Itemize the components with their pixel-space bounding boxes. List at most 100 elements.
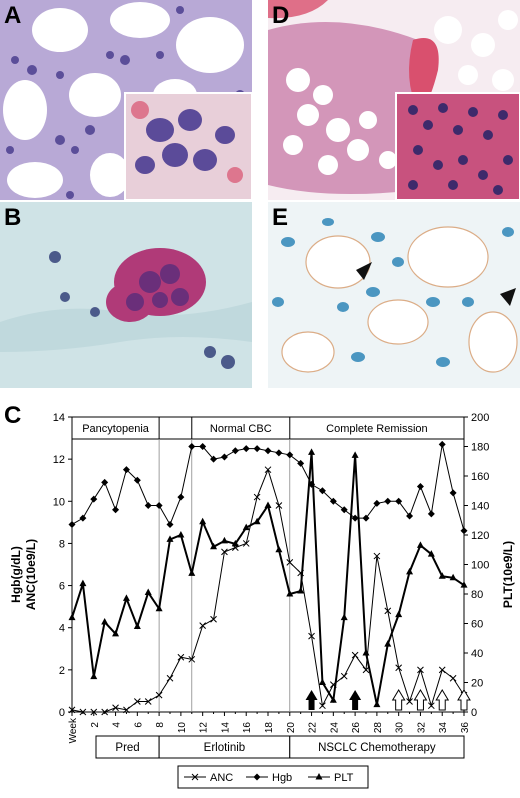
panel-a-image xyxy=(0,0,252,200)
left-axis-label-hgb: Hgb(g/dL) xyxy=(9,546,23,603)
plt-point xyxy=(264,501,272,508)
plt-point xyxy=(79,579,87,587)
anc-point xyxy=(406,698,413,705)
plt-point xyxy=(199,517,207,525)
treatment-course-chart: Pancytopenia Normal CBC Complete Remission… xyxy=(9,412,515,789)
top-phase-label: Pancytopenia xyxy=(82,423,150,435)
series-line-hgb xyxy=(71,444,465,531)
anc-point xyxy=(308,632,315,640)
plt-point xyxy=(155,604,163,612)
anc-point xyxy=(384,607,392,615)
anc-point xyxy=(242,540,250,547)
plt-point xyxy=(318,678,326,685)
hgb-point xyxy=(177,493,185,501)
left-tick-label: 2 xyxy=(59,665,65,677)
x-tick-label: 12 xyxy=(199,722,210,734)
anc-point xyxy=(275,502,283,509)
panel-d-image xyxy=(268,0,520,200)
hgb-point xyxy=(264,447,272,455)
plt-point xyxy=(449,573,457,581)
right-tick-label: 100 xyxy=(471,560,489,572)
panel-b-micrograph: B xyxy=(0,202,252,388)
solid-arrow-marker xyxy=(305,690,318,710)
hgb-point xyxy=(199,443,207,450)
hgb-point xyxy=(166,520,174,528)
open-arrow-marker xyxy=(413,689,428,711)
open-arrow-marker xyxy=(435,689,450,711)
right-tick-label: 120 xyxy=(471,530,489,542)
anc-point xyxy=(155,691,163,699)
plt-point xyxy=(210,542,218,550)
anc-point xyxy=(166,674,174,682)
hgb-point xyxy=(340,506,348,514)
anc-point xyxy=(188,655,196,663)
hgb-point xyxy=(406,512,414,520)
bottom-phase-label: Pred xyxy=(115,742,139,754)
right-tick-label: 60 xyxy=(471,619,483,631)
anc-point xyxy=(319,702,326,710)
hgb-point xyxy=(318,487,326,495)
anc-point xyxy=(362,666,370,674)
hgb-point xyxy=(275,449,283,457)
right-tick-label: 180 xyxy=(471,442,489,454)
plt-point xyxy=(362,649,370,656)
anc-point xyxy=(221,548,228,556)
top-phase-label: Normal CBC xyxy=(210,423,272,435)
open-arrow-marker xyxy=(391,689,406,711)
right-tick-label: 0 xyxy=(471,707,477,719)
anc-point xyxy=(199,622,207,629)
right-axis-label: PLT(10e9/L) xyxy=(501,541,515,608)
anc-point xyxy=(144,698,152,705)
anc-point xyxy=(112,704,119,712)
left-axis-label-anc: ANC(10e9/L) xyxy=(24,539,38,610)
top-phase-band xyxy=(71,416,465,440)
plt-point xyxy=(144,588,152,596)
plt-point xyxy=(460,581,468,588)
left-tick-label: 10 xyxy=(53,496,65,508)
anc-point xyxy=(351,651,359,659)
x-tick-label: 8 xyxy=(155,722,166,728)
x-tick-label: 36 xyxy=(460,722,471,734)
x-tick-label: 10 xyxy=(177,722,188,734)
hgb-point xyxy=(79,514,87,522)
anc-point xyxy=(395,664,403,672)
hgb-point xyxy=(416,483,424,491)
anc-point xyxy=(177,653,185,661)
plt-point xyxy=(90,672,98,680)
plt-point xyxy=(68,613,76,621)
left-tick-label: 6 xyxy=(59,581,65,593)
hgb-point xyxy=(68,520,76,528)
solid-arrow-marker xyxy=(349,690,362,710)
anc-point xyxy=(133,698,141,705)
hgb-point xyxy=(427,510,435,518)
hgb-point xyxy=(362,514,370,522)
x-tick-label: 6 xyxy=(133,722,144,728)
hgb-point xyxy=(242,445,250,453)
plt-point xyxy=(112,629,120,637)
x-tick-label: 26 xyxy=(351,722,362,734)
x-tick-label: 14 xyxy=(220,722,231,734)
panel-d-micrograph: D xyxy=(268,0,520,200)
x-tick-label: 4 xyxy=(112,722,123,728)
hgb-point xyxy=(460,527,468,535)
panel-c-label: C xyxy=(4,402,22,429)
open-arrow-marker xyxy=(457,689,471,711)
right-tick-label: 200 xyxy=(471,412,489,424)
plt-point xyxy=(133,622,141,629)
hgb-point xyxy=(133,476,141,484)
panel-a-micrograph: A xyxy=(0,0,252,200)
plt-point xyxy=(231,539,239,547)
panel-b-image xyxy=(0,202,252,388)
anc-point xyxy=(210,615,217,623)
hgb-point xyxy=(188,443,196,450)
left-tick-label: 4 xyxy=(59,623,65,635)
x-tick-label: 30 xyxy=(395,722,406,734)
anc-point xyxy=(90,708,98,716)
x-tick-label: 22 xyxy=(308,722,319,734)
plt-point xyxy=(177,531,185,538)
legend-label: Hgb xyxy=(272,772,292,784)
arrowhead-marker-1 xyxy=(356,262,372,280)
hgb-point xyxy=(297,459,305,467)
legend-box xyxy=(177,765,369,789)
anc-point xyxy=(253,493,261,501)
